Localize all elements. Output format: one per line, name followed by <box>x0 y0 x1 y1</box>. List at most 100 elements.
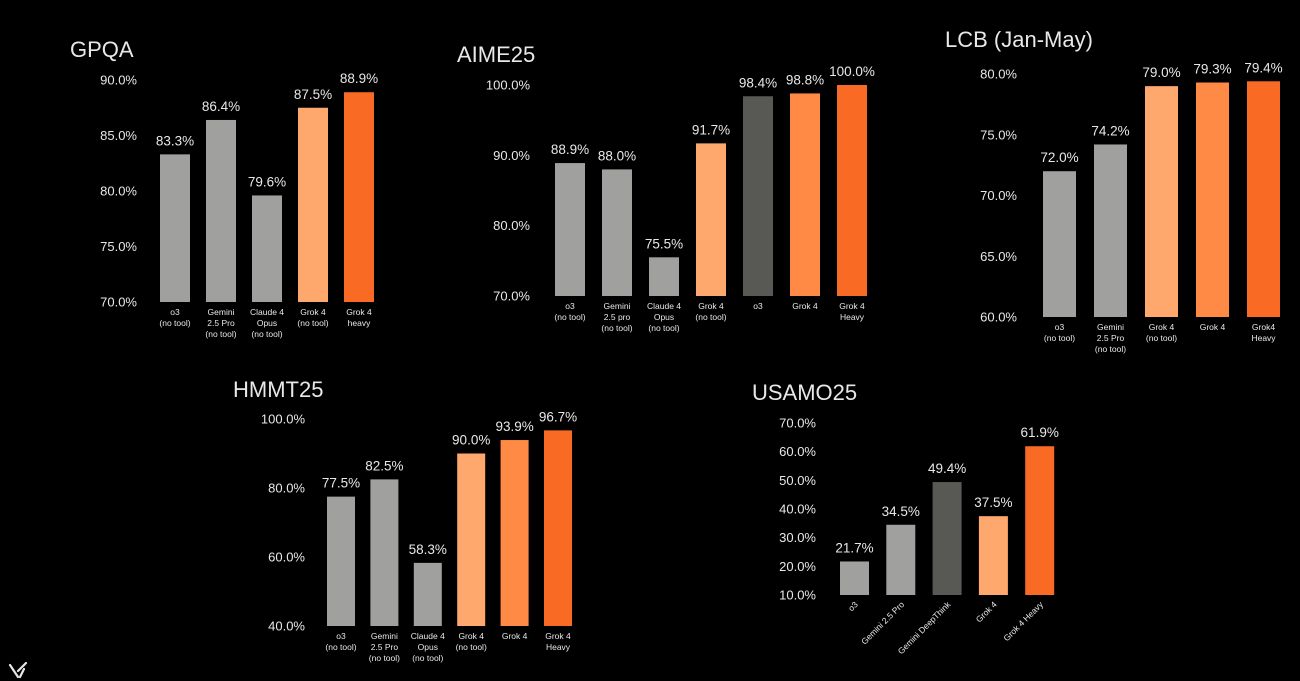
y-tick-label: 80.0% <box>100 184 137 199</box>
bar <box>544 430 572 626</box>
x-tick-label: Grok 4 (no tool) <box>297 307 328 328</box>
bar <box>1196 82 1229 317</box>
x-tick-label: Claude 4 Opus (no tool) <box>411 631 445 663</box>
chart-title: GPQA <box>70 37 134 62</box>
data-label: 82.5% <box>365 458 403 473</box>
bar <box>932 482 962 595</box>
y-tick-label: 50.0% <box>779 473 816 488</box>
data-label: 77.5% <box>322 476 360 491</box>
x-tick-label: Grok 4 <box>974 599 999 624</box>
data-label: 75.5% <box>645 236 683 251</box>
y-tick-label: 70.0% <box>980 188 1017 203</box>
chart-lcb-jan-may: LCB (Jan-May) 60.0% 65.0% 70.0% 75.0% 80.0% 72… <box>945 27 1283 354</box>
x-tick-label: Gemini 2.5 Pro (no tool) <box>1095 322 1126 354</box>
x-tick-label: Grok 4 heavy <box>346 307 372 328</box>
xai-logo-icon <box>8 662 28 679</box>
y-tick-label: 90.0% <box>100 73 137 88</box>
bar <box>457 453 486 626</box>
bar <box>160 154 190 302</box>
x-tick-label: o3 (no tool) <box>325 631 356 652</box>
y-tick-label: 85.0% <box>100 128 137 143</box>
bar <box>370 479 399 626</box>
y-tick-label: 70.0% <box>493 289 530 304</box>
data-label: 79.6% <box>248 174 286 189</box>
x-tick-label: Gemini 2.5 Pro (no tool) <box>205 307 236 339</box>
bar <box>252 195 282 302</box>
x-tick-label: Grok 4 (no tool) <box>695 301 726 322</box>
y-tick-label: 90.0% <box>493 148 530 163</box>
data-label: 86.4% <box>202 99 240 114</box>
y-tick-label: 40.0% <box>268 619 305 634</box>
x-tick-label: Grok 4 <box>792 301 818 311</box>
bar <box>837 85 867 296</box>
y-tick-label: 60.0% <box>980 310 1017 325</box>
bar <box>790 93 820 296</box>
bar <box>649 257 679 296</box>
bar <box>206 119 236 303</box>
x-tick-label: Grok4 Heavy <box>1251 322 1276 343</box>
bar <box>1145 86 1178 318</box>
y-tick-label: 65.0% <box>980 249 1017 264</box>
x-tick-label: Gemini 2.5 pro (no tool) <box>601 301 632 333</box>
x-tick-label: Grok 4 (no tool) <box>1146 322 1177 343</box>
data-label: 49.4% <box>928 461 966 476</box>
data-label: 90.0% <box>452 433 490 448</box>
chart-title: USAMO25 <box>752 380 857 405</box>
y-tick-label: 60.0% <box>268 550 305 565</box>
chart-gpqa: GPQA 70.0% 75.0% 80.0% 85.0% 90.0% 83.3% o3 (no … <box>70 37 378 339</box>
y-tick-label: 75.0% <box>980 127 1017 142</box>
x-tick-label: o3 (no tool) <box>159 307 190 328</box>
chart-usamo25: USAMO25 10.0% 20.0% 30.0% 40.0% 50.0% 60.0% 70.… <box>752 380 1059 656</box>
x-tick-label: Claude 4 Opus (no tool) <box>647 301 681 333</box>
data-label: 83.3% <box>156 133 194 148</box>
bar <box>840 561 869 595</box>
bar <box>327 496 355 626</box>
y-tick-label: 100.0% <box>486 78 531 93</box>
x-tick-label: Grok 4 Heavy <box>1001 599 1045 643</box>
y-tick-label: 75.0% <box>100 239 137 254</box>
data-label: 79.0% <box>1142 65 1180 80</box>
bar <box>1094 144 1127 317</box>
x-tick-label: Grok 4 Heavy <box>545 631 571 652</box>
y-tick-label: 80.0% <box>493 218 530 233</box>
data-label: 88.9% <box>340 71 378 86</box>
chart-title: LCB (Jan-May) <box>945 27 1093 52</box>
x-tick-label: Grok 4 (no tool) <box>456 631 487 652</box>
y-tick-label: 80.0% <box>268 481 305 496</box>
x-tick-label: o3 (no tool) <box>554 301 585 322</box>
x-tick-label: Grok 4 <box>502 631 528 641</box>
y-tick-label: 70.0% <box>779 416 816 431</box>
bar <box>696 143 726 296</box>
x-tick-label: o3 (no tool) <box>1044 322 1075 343</box>
data-label: 34.5% <box>882 504 920 519</box>
data-label: 87.5% <box>294 87 332 102</box>
y-tick-label: 40.0% <box>779 502 816 517</box>
bar <box>1043 171 1076 317</box>
x-tick-label: Claude 4 Opus (no tool) <box>250 307 284 339</box>
data-label: 21.7% <box>835 540 873 555</box>
data-label: 88.0% <box>598 148 636 163</box>
data-label: 98.4% <box>739 75 777 90</box>
data-label: 61.9% <box>1021 425 1059 440</box>
y-tick-label: 20.0% <box>779 559 816 574</box>
data-label: 88.9% <box>551 142 589 157</box>
x-tick-label: o3 <box>846 599 860 613</box>
chart-aime25: AIME25 70.0% 80.0% 90.0% 100.0% 88.9% o3 (no to… <box>457 42 875 333</box>
chart-title: HMMT25 <box>233 377 323 402</box>
bar <box>413 562 442 626</box>
data-label: 79.4% <box>1244 60 1282 75</box>
data-label: 91.7% <box>692 122 730 137</box>
y-tick-label: 100.0% <box>261 412 306 427</box>
chart-title: AIME25 <box>457 42 535 67</box>
y-tick-label: 30.0% <box>779 530 816 545</box>
x-tick-label: Gemini 2.5 Pro <box>859 599 906 646</box>
chart-hmmt25: HMMT25 40.0% 60.0% 80.0% 100.0% 77.5% o3 (no to… <box>233 377 577 663</box>
y-tick-label: 10.0% <box>779 588 816 603</box>
bar <box>602 169 632 296</box>
bar <box>500 440 529 626</box>
data-label: 93.9% <box>495 419 533 434</box>
data-label: 100.0% <box>829 64 875 79</box>
bar <box>1025 446 1055 595</box>
data-label: 96.7% <box>539 409 577 424</box>
